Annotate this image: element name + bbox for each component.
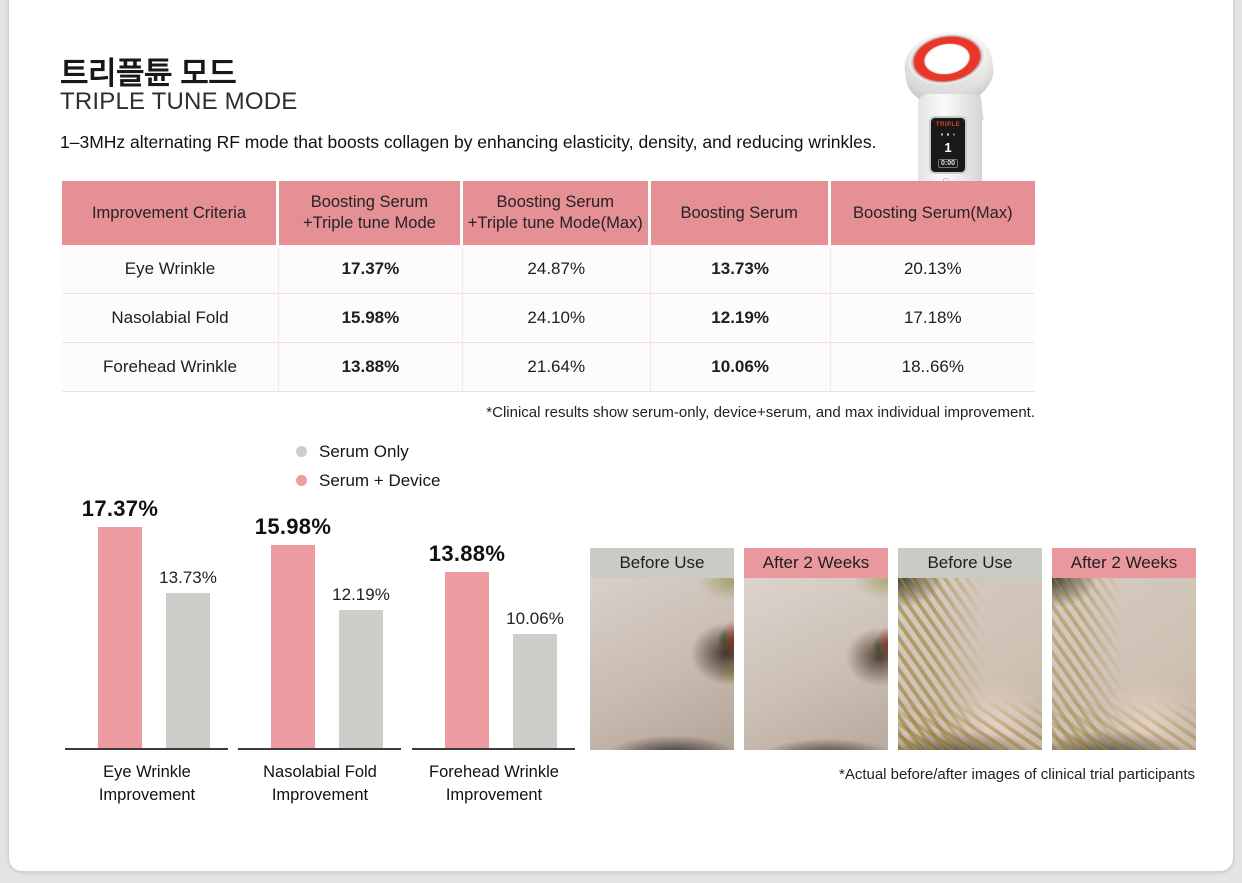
page-title-korean: 트리플튠 모드 bbox=[60, 56, 237, 91]
clinical-skin-photo bbox=[898, 578, 1042, 750]
row-criteria: Eye Wrinkle bbox=[62, 245, 279, 293]
serum-only-value-label: 10.06% bbox=[506, 609, 564, 628]
bar-chart-group: 13.88% 10.06% Forehead Wrinkle Improvement bbox=[412, 493, 575, 808]
table-body: Eye Wrinkle 17.37% 24.87% 13.73% 20.13% Nasol… bbox=[62, 245, 1035, 392]
serum-device-value-label: 13.88% bbox=[428, 541, 506, 566]
row-value: 15.98% bbox=[279, 294, 463, 342]
legend-label-serum-device: Serum + Device bbox=[319, 470, 441, 490]
row-value: 13.88% bbox=[279, 343, 463, 391]
chart-plot-area: 17.37% 13.73% bbox=[65, 493, 228, 750]
row-value: 20.13% bbox=[903, 259, 962, 278]
row-criteria: Nasolabial Fold bbox=[62, 294, 279, 342]
chart-plot-area: 15.98% 12.19% bbox=[238, 493, 401, 750]
table-row: Nasolabial Fold 15.98% 24.10% 12.19% 17.18% bbox=[62, 294, 1035, 343]
legend-item-serum-device: Serum + Device bbox=[296, 466, 440, 495]
bar-chart-group: 15.98% 12.19% Nasolabial Fold Improvement bbox=[238, 493, 401, 808]
row-value: 18..66% bbox=[901, 357, 964, 376]
table-header-row: Improvement Criteria Boosting Serum +Tri… bbox=[62, 181, 1035, 245]
legend-label-serum-only: Serum Only bbox=[319, 441, 409, 461]
clinical-skin-photo bbox=[744, 578, 888, 750]
chart-category-label: Nasolabial Fold Improvement bbox=[263, 763, 377, 805]
mode-description: 1–3MHz alternating RF mode that boosts c… bbox=[60, 132, 877, 152]
serum-device-bar bbox=[445, 572, 489, 748]
row-value: 10.06% bbox=[651, 343, 831, 391]
serum-only-value-label: 12.19% bbox=[332, 585, 390, 604]
table-header-serum-max: Boosting Serum(Max) bbox=[830, 181, 1035, 245]
panel-header-after: After 2 Weeks bbox=[744, 548, 888, 578]
row-value: 13.73% bbox=[651, 245, 831, 293]
serum-only-bar bbox=[339, 610, 383, 748]
photos-footnote: *Actual before/after images of clinical … bbox=[838, 766, 1195, 783]
table-row: Forehead Wrinkle 13.88% 21.64% 10.06% 18..66… bbox=[62, 343, 1035, 392]
row-value: 17.37% bbox=[279, 245, 463, 293]
device-screen: TRIPLE 1 0:00 bbox=[929, 116, 967, 174]
serum-only-value-label: 13.73% bbox=[159, 568, 217, 587]
table-header-criteria: Improvement Criteria bbox=[62, 181, 279, 245]
row-value: 12.19% bbox=[651, 294, 831, 342]
panel-header-before: Before Use bbox=[590, 548, 734, 578]
clinical-skin-photo bbox=[590, 578, 734, 750]
before-after-panel: After 2 Weeks bbox=[744, 548, 888, 750]
panel-header-after: After 2 Weeks bbox=[1052, 548, 1196, 578]
device-screen-timer: 0:00 bbox=[937, 158, 958, 168]
before-after-panel: Before Use bbox=[590, 548, 734, 750]
chart-plot-area: 13.88% 10.06% bbox=[412, 493, 575, 750]
pink-dot-icon bbox=[296, 475, 307, 486]
serum-only-bar bbox=[166, 593, 210, 748]
serum-device-bar bbox=[271, 545, 315, 748]
serum-device-value-label: 15.98% bbox=[254, 514, 332, 539]
table-header-serum-device-max: Boosting Serum +Triple tune Mode(Max) bbox=[462, 181, 651, 245]
legend-item-serum-only: Serum Only bbox=[296, 437, 440, 466]
table-footnote: *Clinical results show serum-only, devic… bbox=[486, 404, 1035, 421]
gray-dot-icon bbox=[296, 446, 307, 457]
table-row: Eye Wrinkle 17.37% 24.87% 13.73% 20.13% bbox=[62, 245, 1035, 294]
table-header-serum-device: Boosting Serum +Triple tune Mode bbox=[278, 181, 463, 245]
photo-panels: Before Use After 2 Weeks Before Use After 2… bbox=[590, 548, 1196, 750]
panel-header-before: Before Use bbox=[898, 548, 1042, 578]
table-header-serum: Boosting Serum bbox=[650, 181, 831, 245]
clinical-results-table: Improvement Criteria Boosting Serum +Tri… bbox=[62, 181, 1035, 392]
row-value: 17.18% bbox=[903, 308, 962, 327]
device-screen-mode-label: TRIPLE bbox=[935, 122, 961, 128]
row-criteria: Forehead Wrinkle bbox=[62, 343, 279, 391]
chart-category-label: Eye Wrinkle Improvement bbox=[98, 763, 196, 805]
serum-only-bar bbox=[513, 634, 557, 748]
row-value: 24.10% bbox=[463, 294, 651, 342]
before-after-panel: After 2 Weeks bbox=[1052, 548, 1196, 750]
page-title-english: TRIPLE TUNE MODE bbox=[60, 88, 298, 115]
beauty-device-image: TRIPLE 1 0:00 ⏻ bbox=[893, 25, 1009, 185]
serum-device-value-label: 17.37% bbox=[81, 496, 159, 521]
device-screen-dial-icon bbox=[939, 133, 957, 137]
clinical-skin-photo bbox=[1052, 578, 1196, 750]
bar-chart-group: 17.37% 13.73% Eye Wrinkle Improvement bbox=[65, 493, 228, 808]
row-value: 24.87% bbox=[463, 245, 651, 293]
before-after-panel: Before Use bbox=[898, 548, 1042, 750]
serum-device-bar bbox=[98, 527, 142, 748]
row-value: 21.64% bbox=[463, 343, 651, 391]
chart-legend: Serum Only Serum + Device bbox=[296, 437, 440, 495]
chart-category-label: Forehead Wrinkle Improvement bbox=[429, 763, 559, 805]
device-screen-level: 1 bbox=[944, 139, 952, 155]
bar-charts: 17.37% 13.73% Eye Wrinkle Improvement 15.98… bbox=[65, 493, 580, 808]
